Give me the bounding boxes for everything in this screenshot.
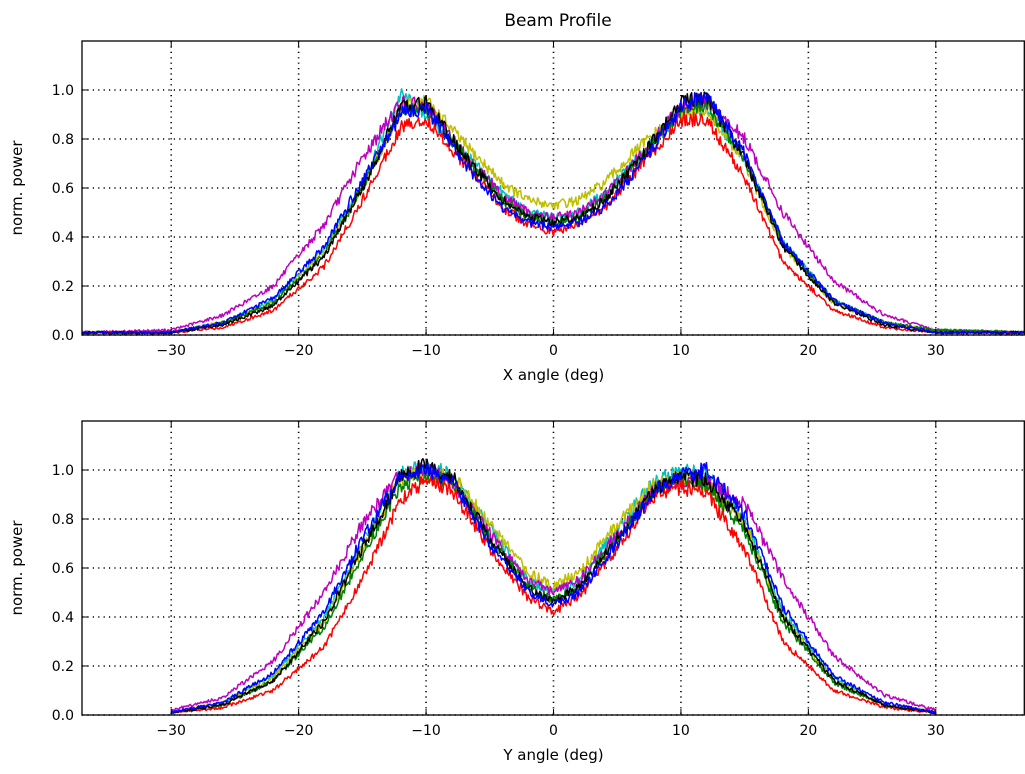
x-axis-label: X angle (deg) — [503, 366, 604, 384]
x-panel-ytick-label: 0.6 — [52, 181, 74, 197]
x-panel-xtick-label: −10 — [411, 343, 441, 359]
y-panel-xtick-label: −20 — [284, 723, 314, 739]
x-angle-panel: −30 −20 −10 0 10 20 30 0.0 0.2 0.4 0.6 0.8 1.0 X ang… — [8, 40, 1025, 384]
y-panel-y-axis-label: norm. power — [8, 520, 26, 616]
y-panel-series — [170, 457, 937, 715]
y-panel-series-4 — [170, 471, 937, 715]
y-panel-ytick-label: 0.4 — [52, 610, 74, 626]
x-panel-ytick-label: 0.2 — [52, 279, 74, 295]
y-panel-ytick-label: 0.0 — [52, 708, 74, 724]
x-panel-xtick-label: 20 — [799, 343, 817, 359]
x-panel-ytick-label: 0.8 — [52, 132, 74, 148]
y-panel-xtick-label: 10 — [672, 723, 690, 739]
x-panel-xtick-label: 30 — [927, 343, 945, 359]
y-panel-ytick-label: 0.6 — [52, 561, 74, 577]
x-panel-xtick-label: −30 — [156, 343, 186, 359]
y-angle-panel: −30 −20 −10 0 10 20 30 0.0 0.2 0.4 0.6 0.8 1.0 Y ang… — [8, 420, 1025, 764]
y-panel-series-6 — [170, 457, 937, 715]
y-panel-xtick-label: −10 — [411, 723, 441, 739]
y-axis-label: Y angle (deg) — [502, 746, 603, 764]
y-panel-series-7 — [170, 461, 936, 714]
y-panel-ytick-label: 0.2 — [52, 659, 74, 675]
y-panel-xtick-label: −30 — [156, 723, 186, 739]
y-panel-series-3 — [170, 462, 937, 712]
y-panel-ytick-label: 0.8 — [52, 512, 74, 528]
x-panel-y-axis-label: norm. power — [8, 140, 26, 236]
x-panel-series-3 — [81, 94, 1025, 335]
y-panel-xtick-label: 0 — [549, 723, 558, 739]
x-panel-xtick-label: 10 — [672, 343, 690, 359]
x-panel-ticks: −30 −20 −10 0 10 20 30 0.0 0.2 0.4 0.6 0.8 1.0 — [52, 41, 945, 359]
x-panel-series-5 — [81, 111, 1025, 335]
x-panel-series-7 — [81, 92, 1025, 335]
x-panel-ytick-label: 0.0 — [52, 328, 74, 344]
x-panel-series — [81, 88, 1025, 335]
x-panel-xtick-label: −20 — [284, 343, 314, 359]
chart-title: Beam Profile — [504, 11, 611, 31]
y-panel-xtick-label: 30 — [927, 723, 945, 739]
x-panel-xtick-label: 0 — [549, 343, 558, 359]
y-panel-ytick-label: 1.0 — [52, 463, 74, 479]
x-panel-ytick-label: 0.4 — [52, 230, 74, 246]
y-panel-xtick-label: 20 — [799, 723, 817, 739]
y-panel-series-5 — [171, 473, 937, 715]
x-panel-ytick-label: 1.0 — [52, 83, 74, 99]
y-panel-ticks: −30 −20 −10 0 10 20 30 0.0 0.2 0.4 0.6 0.8 1.0 — [52, 421, 945, 739]
